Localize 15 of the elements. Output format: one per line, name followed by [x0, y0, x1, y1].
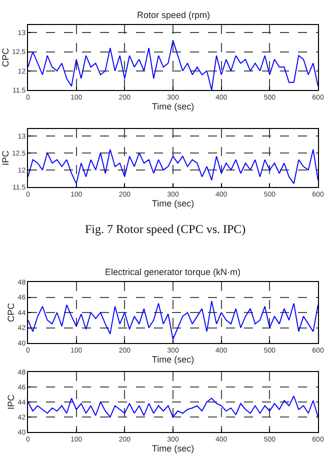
- line-series: [28, 300, 318, 340]
- x-axis-title: Time (sec): [152, 198, 194, 208]
- x-axis-title: Time (sec): [152, 101, 194, 112]
- y-axis-title: IPC: [0, 150, 10, 166]
- y-axis-title: IPC: [6, 394, 16, 410]
- chart-title: Electrical generator torque (kN·m): [105, 267, 241, 277]
- x-axis-title: Time (sec): [152, 443, 194, 454]
- y-axis-title: CPC: [6, 302, 16, 322]
- x-axis-title: Time (sec): [152, 354, 194, 364]
- line-series: [28, 396, 318, 418]
- chart-title: Rotor speed (rpm): [137, 10, 210, 20]
- caption: Fig. 7 Rotor speed (CPC vs. IPC): [85, 222, 246, 236]
- y-axis-title: CPC: [0, 48, 10, 68]
- line-series: [28, 40, 318, 90]
- line-series: [28, 148, 318, 184]
